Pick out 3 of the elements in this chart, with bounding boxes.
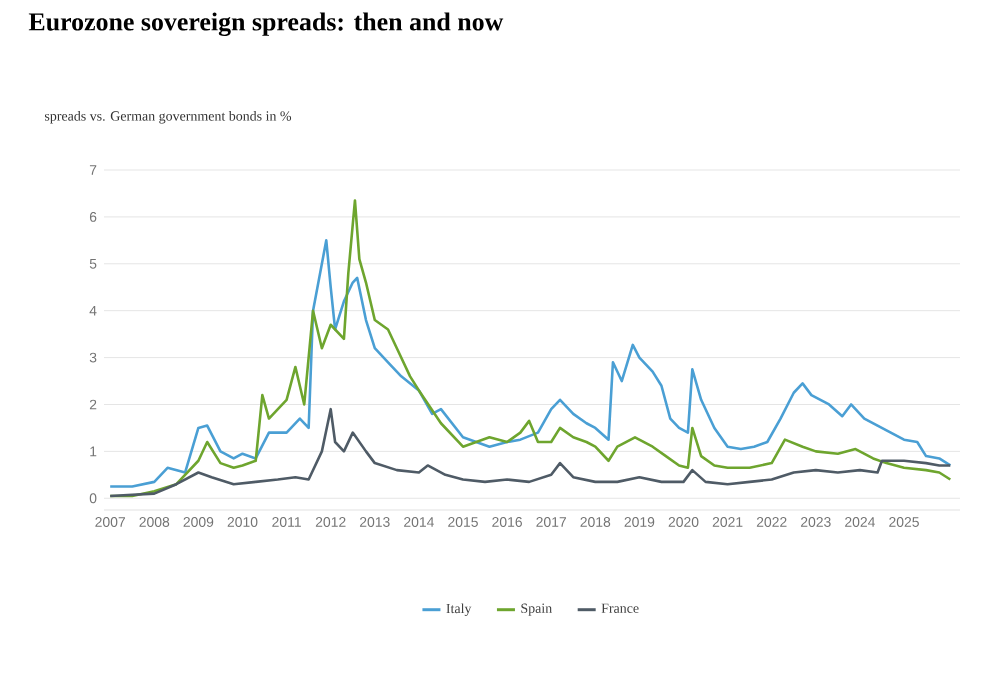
line-series <box>108 239 952 488</box>
chart-title: Eurozone sovereign spreads: then and now <box>28 12 504 37</box>
line-series <box>108 407 952 498</box>
